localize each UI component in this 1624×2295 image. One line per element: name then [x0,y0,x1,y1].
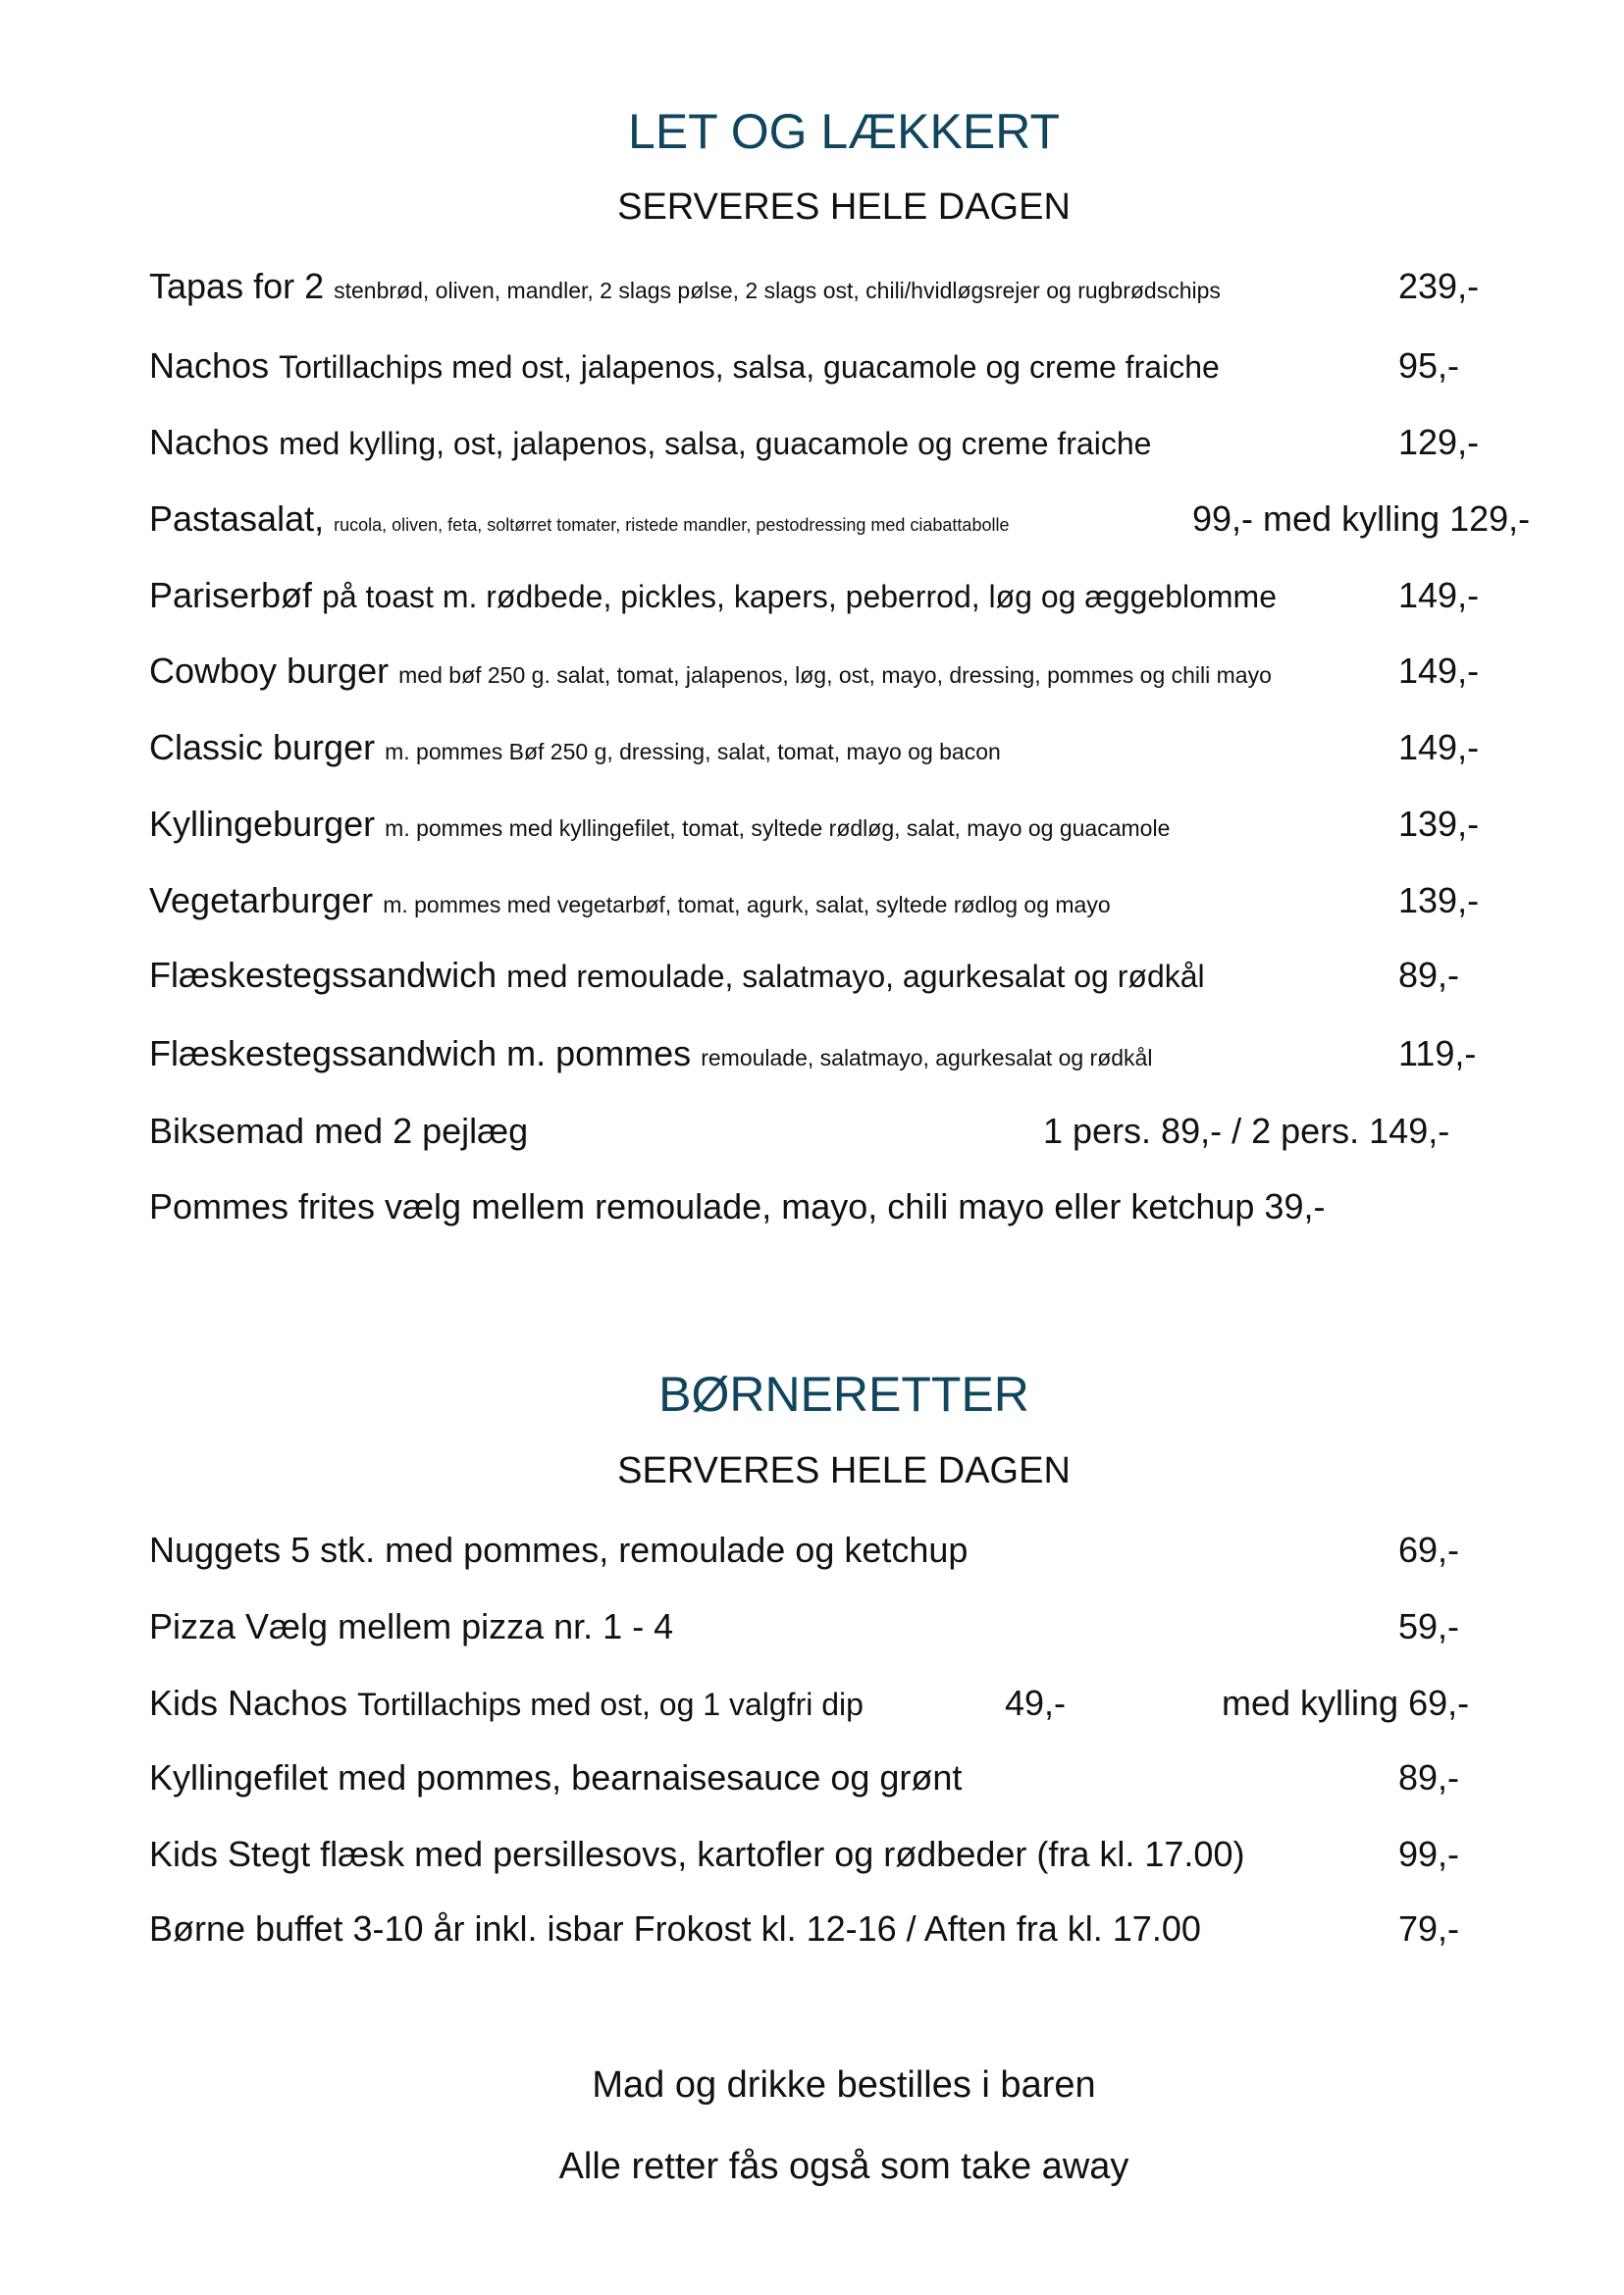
menu-item-price: 239,- [1398,266,1480,306]
section-title-let-og-laekkert: LET OG LÆKKERT [628,104,1060,159]
menu-item-price: 79,- [1398,1908,1460,1949]
menu-item-name: Kids Nachos [149,1683,348,1723]
menu-item-price-with-chicken: med kylling 69,- [1222,1683,1470,1723]
menu-item-name: Cowboy burger [149,651,390,691]
menu-item: Classic burger m. pommes Bøf 250 g, dres… [149,726,1001,773]
menu-item: Pommes frites vælg mellem remoulade, may… [149,1185,1325,1228]
section-subtitle: SERVERES HELE DAGEN [617,186,1071,228]
menu-item-name: Flæskestegssandwich [149,955,498,995]
menu-item: Nachos Tortillachips med ost, jalapenos,… [149,344,1220,389]
menu-item-price: 69,- [1398,1530,1460,1570]
menu-item-price: 49,- [1005,1683,1067,1723]
menu-item: Nachos med kylling, ost, jalapenos, sals… [149,421,1151,465]
menu-item-description: stenbrød, oliven, mandler, 2 slags pølse… [334,278,1221,303]
menu-item-description: på toast m. rødbede, pickles, kapers, pe… [322,579,1277,614]
menu-item-price: 99,- [1398,1834,1460,1874]
menu-item: Cowboy burger med bøf 250 g. salat, toma… [149,650,1272,697]
menu-item-description: m. pommes med vegetarbøf, tomat, agurk, … [383,892,1111,917]
menu-item-name: Børne buffet 3-10 år inkl. isbar Frokost… [149,1908,1201,1949]
menu-item-price: 95,- [1398,345,1460,386]
menu-item: Kids Stegt flæsk med persillesovs, karto… [149,1833,1244,1876]
menu-item-name: Pariserbøf [149,575,313,615]
menu-item-description: med bøf 250 g. salat, tomat, jalapenos, … [398,662,1272,688]
menu-item-price: 89,- [1398,1757,1460,1798]
menu-item-name: Nuggets 5 stk. med pommes, remoulade og … [149,1530,969,1570]
menu-item-description: med kylling, ost, jalapenos, salsa, guac… [279,426,1152,461]
menu-item: Pizza Vælg mellem pizza nr. 1 - 4 [149,1605,673,1648]
menu-item-name: Vegetarburger [149,880,374,920]
footer-takeaway-note: Alle retter fås også som take away [558,2146,1129,2187]
menu-item-description: med remoulade, salatmayo, agurkesalat og… [506,959,1205,994]
menu-item: Kids Nachos Tortillachips med ost, og 1 … [149,1682,864,1726]
menu-item: Børne buffet 3-10 år inkl. isbar Frokost… [149,1907,1201,1951]
menu-item-name: Classic burger [149,727,376,767]
menu-item: Pastasalat, rucola, oliven, feta, soltør… [149,497,1009,547]
menu-item-price: 59,- [1398,1606,1460,1646]
menu-item-price: 99,- med kylling 129,- [1192,498,1531,539]
menu-item: Kyllingeburger m. pommes med kyllingefil… [149,803,1170,850]
menu-item-description: Tortillachips med ost, og 1 valgfri dip [357,1687,864,1722]
menu-item-name: Kyllingefilet med pommes, bearnaisesauce… [149,1757,963,1798]
menu-item-name: Tapas for 2 [149,266,325,306]
menu-item-price: 139,- [1398,880,1480,920]
menu-item-name: Nachos [149,345,270,386]
menu-item-name: Kids Stegt flæsk med persillesovs, karto… [149,1834,1245,1874]
menu-item: Tapas for 2 stenbrød, oliven, mandler, 2… [149,265,1221,312]
footer-order-note: Mad og drikke bestilles i baren [592,2064,1096,2106]
menu-item: Flæskestegssandwich m. pommes remoulade,… [149,1032,1152,1079]
menu-item-price: 119,- [1398,1033,1477,1073]
menu-item-name: Pommes frites vælg mellem remoulade, may… [149,1186,1255,1226]
menu-item-description: rucola, oliven, feta, soltørret tomater,… [334,515,1010,535]
menu-item: Pariserbøf på toast m. rødbede, pickles,… [149,574,1277,618]
menu-item-price: 149,- [1398,575,1480,615]
menu-item-name: Flæskestegssandwich m. pommes [149,1033,692,1073]
menu-item-price: 1 pers. 89,- / 2 pers. 149,- [1043,1111,1450,1151]
menu-item-price: 39,- [1264,1186,1326,1226]
menu-item-description: remoulade, salatmayo, agurkesalat og rød… [701,1045,1153,1070]
menu-item: Flæskestegssandwich med remoulade, salat… [149,954,1205,998]
section-subtitle: SERVERES HELE DAGEN [617,1450,1071,1491]
menu-item: Vegetarburger m. pommes med vegetarbøf, … [149,879,1111,926]
menu-item-price: 129,- [1398,422,1480,462]
menu-item-price: 149,- [1398,651,1480,691]
menu-item-name: Biksemad med 2 pejlæg [149,1111,529,1151]
menu-item-description: m. pommes Bøf 250 g, dressing, salat, to… [385,739,1001,764]
menu-item-name: Nachos [149,422,270,462]
menu-item-name: Kyllingeburger [149,804,376,844]
menu-item: Kyllingefilet med pommes, bearnaisesauce… [149,1756,962,1799]
section-title-borneretter: BØRNERETTER [658,1367,1029,1422]
menu-item: Biksemad med 2 pejlæg [149,1110,528,1153]
menu-item-name: Pastasalat, [149,498,325,539]
menu-item-description: Tortillachips med ost, jalapenos, salsa,… [279,349,1220,385]
menu-item-name: Pizza Vælg mellem pizza nr. 1 - 4 [149,1606,674,1646]
menu-item: Nuggets 5 stk. med pommes, remoulade og … [149,1529,968,1572]
menu-item-price: 139,- [1398,804,1480,844]
menu-item-price: 89,- [1398,955,1460,995]
menu-item-price: 149,- [1398,727,1480,767]
menu-item-description: m. pommes med kyllingefilet, tomat, sylt… [385,815,1171,841]
